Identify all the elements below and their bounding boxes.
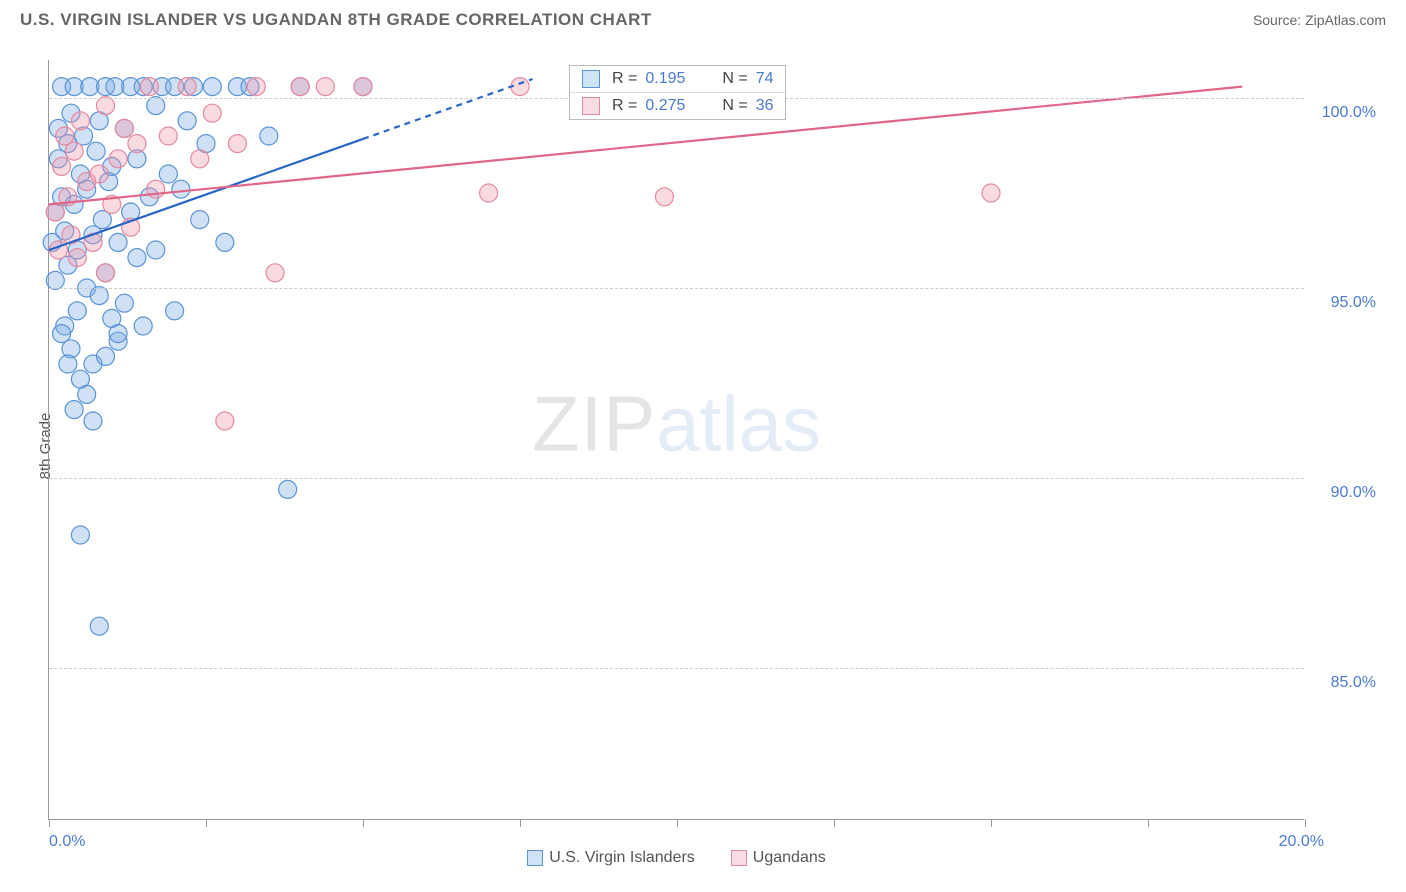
y-tick-label: 100.0% [1322, 104, 1376, 122]
source-attribution: Source: ZipAtlas.com [1253, 12, 1386, 28]
data-point-usvi [65, 401, 83, 419]
data-point-ugandan [97, 97, 115, 115]
data-point-usvi [159, 165, 177, 183]
scatter-plot-svg [49, 60, 1304, 819]
x-tick [834, 819, 835, 827]
data-point-usvi [128, 249, 146, 267]
data-point-usvi [46, 271, 64, 289]
y-tick-label: 85.0% [1331, 674, 1376, 692]
data-point-ugandan [228, 135, 246, 153]
data-point-usvi [53, 325, 71, 343]
data-point-ugandan [53, 157, 71, 175]
data-point-usvi [203, 78, 221, 96]
x-tick-label-right: 20.0% [1279, 833, 1324, 851]
source-link[interactable]: ZipAtlas.com [1305, 12, 1386, 28]
n-value-usvi: 74 [756, 70, 774, 88]
data-point-usvi [191, 211, 209, 229]
data-point-ugandan [65, 142, 83, 160]
data-point-ugandan [115, 119, 133, 137]
data-point-usvi [78, 385, 96, 403]
legend-swatch-usvi [582, 70, 600, 88]
legend-swatch-usvi [527, 850, 543, 866]
legend-row-ugandan: R = 0.275 N = 36 [570, 92, 785, 119]
data-point-usvi [147, 97, 165, 115]
data-point-usvi [87, 142, 105, 160]
data-point-ugandan [203, 104, 221, 122]
data-point-ugandan [247, 78, 265, 96]
gridline [49, 478, 1304, 479]
x-tick [206, 819, 207, 827]
x-tick [1148, 819, 1149, 827]
legend-item-ugandan: Ugandans [731, 849, 826, 866]
data-point-ugandan [480, 184, 498, 202]
data-point-ugandan [291, 78, 309, 96]
data-point-ugandan [354, 78, 372, 96]
x-tick [1305, 819, 1306, 827]
source-prefix: Source: [1253, 12, 1305, 28]
data-point-ugandan [90, 165, 108, 183]
n-label: N = [722, 70, 747, 88]
n-label: N = [722, 97, 747, 115]
data-point-usvi [178, 112, 196, 130]
legend-swatch-ugandan [731, 850, 747, 866]
x-tick [991, 819, 992, 827]
data-point-usvi [216, 233, 234, 251]
legend-item-usvi: U.S. Virgin Islanders [527, 849, 695, 866]
r-value-usvi: 0.195 [645, 70, 700, 88]
x-tick [677, 819, 678, 827]
legend-label-usvi: U.S. Virgin Islanders [549, 849, 695, 866]
data-point-ugandan [316, 78, 334, 96]
data-point-usvi [84, 412, 102, 430]
data-point-usvi [260, 127, 278, 145]
legend-swatch-ugandan [582, 97, 600, 115]
data-point-ugandan [46, 203, 64, 221]
trendline-usvi-dashed [363, 79, 533, 139]
data-point-ugandan [128, 135, 146, 153]
data-point-usvi [97, 347, 115, 365]
data-point-ugandan [178, 78, 196, 96]
y-tick-label: 90.0% [1331, 484, 1376, 502]
legend-row-usvi: R = 0.195 N = 74 [570, 66, 785, 92]
data-point-usvi [172, 180, 190, 198]
x-tick [49, 819, 50, 827]
x-tick [363, 819, 364, 827]
data-point-ugandan [266, 264, 284, 282]
y-tick-label: 95.0% [1331, 294, 1376, 312]
x-tick-label-left: 0.0% [49, 833, 85, 851]
data-point-usvi [68, 302, 86, 320]
legend-label-ugandan: Ugandans [753, 849, 826, 866]
data-point-usvi [166, 302, 184, 320]
data-point-ugandan [216, 412, 234, 430]
data-point-ugandan [71, 112, 89, 130]
r-value-ugandan: 0.275 [645, 97, 700, 115]
correlation-legend: R = 0.195 N = 74 R = 0.275 N = 36 [569, 65, 786, 120]
r-label: R = [612, 70, 637, 88]
gridline [49, 668, 1304, 669]
data-point-usvi [115, 294, 133, 312]
data-point-ugandan [97, 264, 115, 282]
r-label: R = [612, 97, 637, 115]
data-point-usvi [134, 317, 152, 335]
series-legend: U.S. Virgin Islanders Ugandans [49, 849, 1304, 867]
data-point-ugandan [982, 184, 1000, 202]
data-point-usvi [279, 480, 297, 498]
data-point-usvi [71, 526, 89, 544]
n-value-ugandan: 36 [756, 97, 774, 115]
x-tick [520, 819, 521, 827]
gridline [49, 288, 1304, 289]
chart-title: U.S. VIRGIN ISLANDER VS UGANDAN 8TH GRAD… [20, 10, 652, 30]
data-point-ugandan [655, 188, 673, 206]
data-point-usvi [147, 241, 165, 259]
data-point-usvi [90, 287, 108, 305]
data-point-usvi [109, 325, 127, 343]
data-point-ugandan [68, 249, 86, 267]
data-point-ugandan [109, 150, 127, 168]
data-point-usvi [59, 355, 77, 373]
chart-plot-area: ZIPatlas R =0.195N =74R =0.275N =36 U.S.… [48, 60, 1304, 820]
data-point-ugandan [159, 127, 177, 145]
data-point-ugandan [140, 78, 158, 96]
data-point-usvi [109, 233, 127, 251]
data-point-usvi [90, 617, 108, 635]
data-point-ugandan [191, 150, 209, 168]
